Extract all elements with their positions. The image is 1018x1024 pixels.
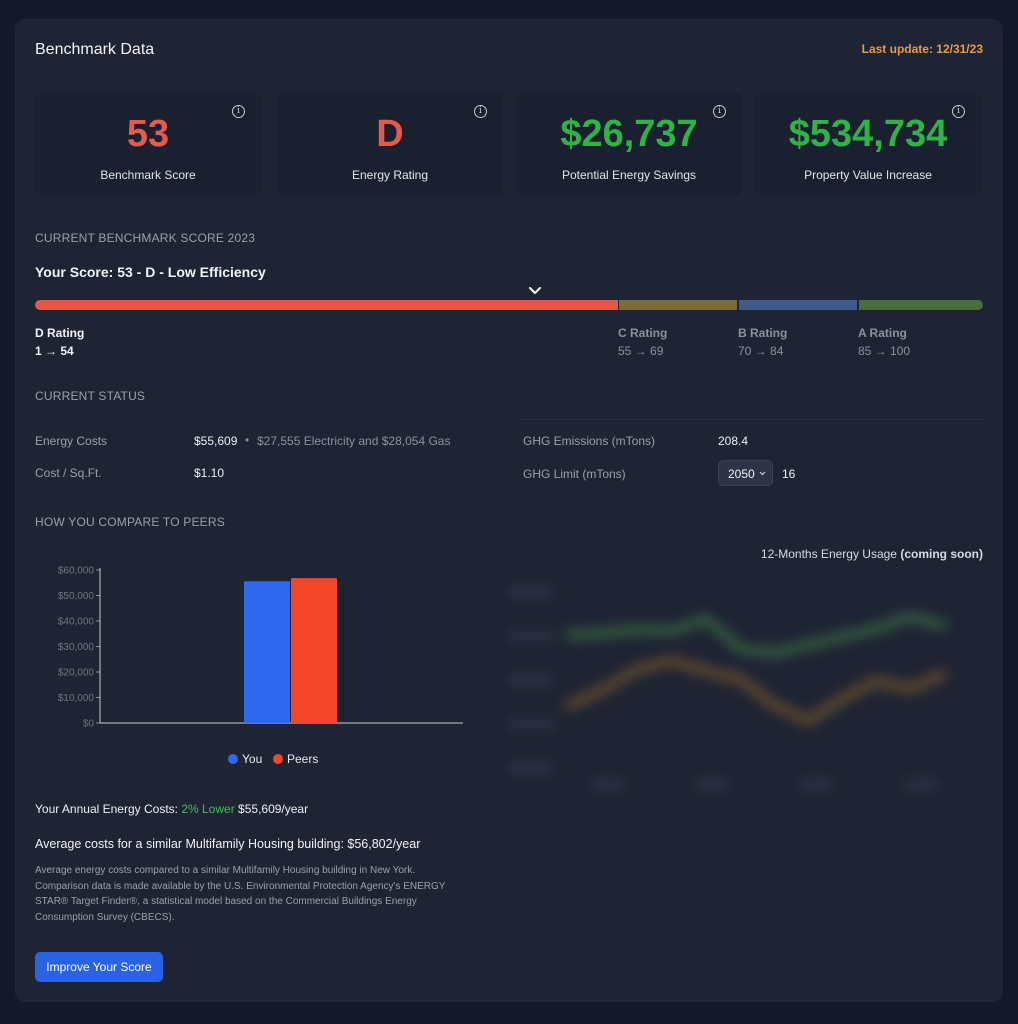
info-icon[interactable]: i [232,105,245,118]
energy-costs-value: $55,609 [194,434,238,448]
annual-cost-line: Your Annual Energy Costs: 2% Lower $55,6… [35,802,308,816]
energy-rating-value: D [376,113,404,155]
ghg-limit-year-select[interactable]: 2050 [718,460,773,486]
status-section-title: CURRENT STATUS [35,389,146,403]
y-tick-label: $30,000 [58,642,95,653]
rating-label-a: A Rating [858,326,907,340]
bar-you [244,581,290,723]
energy-savings-card: $26,737 Potential Energy Savings i [516,93,742,195]
annual-cost-value: $55,609/year [238,802,309,816]
rating-range-a: 85 → 100 [858,344,911,358]
rating-range-d: 1 → 54 [35,344,74,358]
info-icon[interactable]: i [713,105,726,118]
methodology-note: Average energy costs compared to a simil… [35,865,446,923]
energy-rating-label: Energy Rating [351,168,429,182]
energy-savings-value: $26,737 [560,113,698,155]
peer-comparison-chart: $0 $10,000 $20,000 $30,000 $40,000 $50,000 $60… [58,566,463,766]
last-update: Last update: 12/31/23 [861,42,983,56]
benchmark-score-card: 53 Benchmark Score i [35,93,261,195]
y-tick-label: $10,000 [58,693,95,704]
y-tick-label: $50,000 [58,591,95,602]
annual-cost-delta: 2% Lower [181,802,235,816]
cost-sqft-value: $1.10 [194,466,225,480]
energy-costs-detail: $27,555 Electricity and $28,054 Gas [257,434,451,448]
improve-score-button[interactable]: Improve Your Score [35,952,163,982]
usage-chart-placeholder [500,575,965,800]
rating-bar-a [859,300,983,310]
property-value-label: Property Value Increase [804,168,932,182]
ghg-limit-label: GHG Limit (mTons) [523,467,626,481]
score-line: Your Score: 53 - D - Low Efficiency [35,264,266,280]
benchmark-score-label: Benchmark Score [100,168,196,182]
info-icon[interactable]: i [952,105,965,118]
benchmark-section-title: CURRENT BENCHMARK SCORE 2023 [35,231,256,245]
bar-peers [291,578,337,723]
panel-title: Benchmark Data [35,41,155,58]
annual-cost-prefix: Your Annual Energy Costs: [35,802,178,816]
peers-section-title: HOW YOU COMPARE TO PEERS [35,515,225,529]
usage-chart-title: 12-Months Energy Usage (coming soon) [761,547,983,561]
legend-marker-you [228,754,238,764]
chevron-down-icon [759,471,766,476]
ghg-limit-year: 2050 [728,467,755,481]
y-tick-label: $0 [83,719,95,730]
energy-costs-separator: • [245,433,250,447]
legend-marker-peers [273,754,283,764]
info-icon[interactable]: i [474,105,487,118]
ghg-limit-value: 16 [782,467,796,481]
y-tick-label: $60,000 [58,566,95,577]
legend-label-peers: Peers [287,752,318,766]
cost-sqft-label: Cost / Sq.Ft. [35,466,102,480]
status-divider [522,419,983,420]
rating-bar-c [619,300,737,310]
rating-label-d: D Rating [35,326,85,340]
rating-label-c: C Rating [618,326,668,340]
rating-bar-d [35,300,618,310]
property-value-card: $534,734 Property Value Increase i [755,93,981,195]
rating-range-c: 55 → 69 [618,344,664,358]
rating-bar-b [739,300,857,310]
energy-rating-card: D Energy Rating i [277,93,503,195]
average-cost-line: Average costs for a similar Multifamily … [35,837,421,851]
property-value-value: $534,734 [788,113,948,155]
benchmark-score-value: 53 [126,113,170,155]
usage-title-text: 12-Months Energy Usage [760,547,897,561]
ghg-emissions-value: 208.4 [718,434,749,448]
rating-label-b: B Rating [738,326,788,340]
ghg-emissions-label: GHG Emissions (mTons) [523,434,656,448]
rating-range-b: 70 → 84 [738,344,784,358]
usage-title-suffix: (coming soon) [900,547,983,561]
energy-costs-label: Energy Costs [35,434,108,448]
y-tick-label: $40,000 [58,617,95,628]
y-tick-label: $20,000 [58,668,95,679]
score-marker-chevron-icon [529,287,541,294]
legend-label-you: You [242,752,262,766]
energy-savings-label: Potential Energy Savings [561,168,697,182]
benchmark-panel: Benchmark Data Last update: 12/31/23 53 … [15,19,1003,1002]
